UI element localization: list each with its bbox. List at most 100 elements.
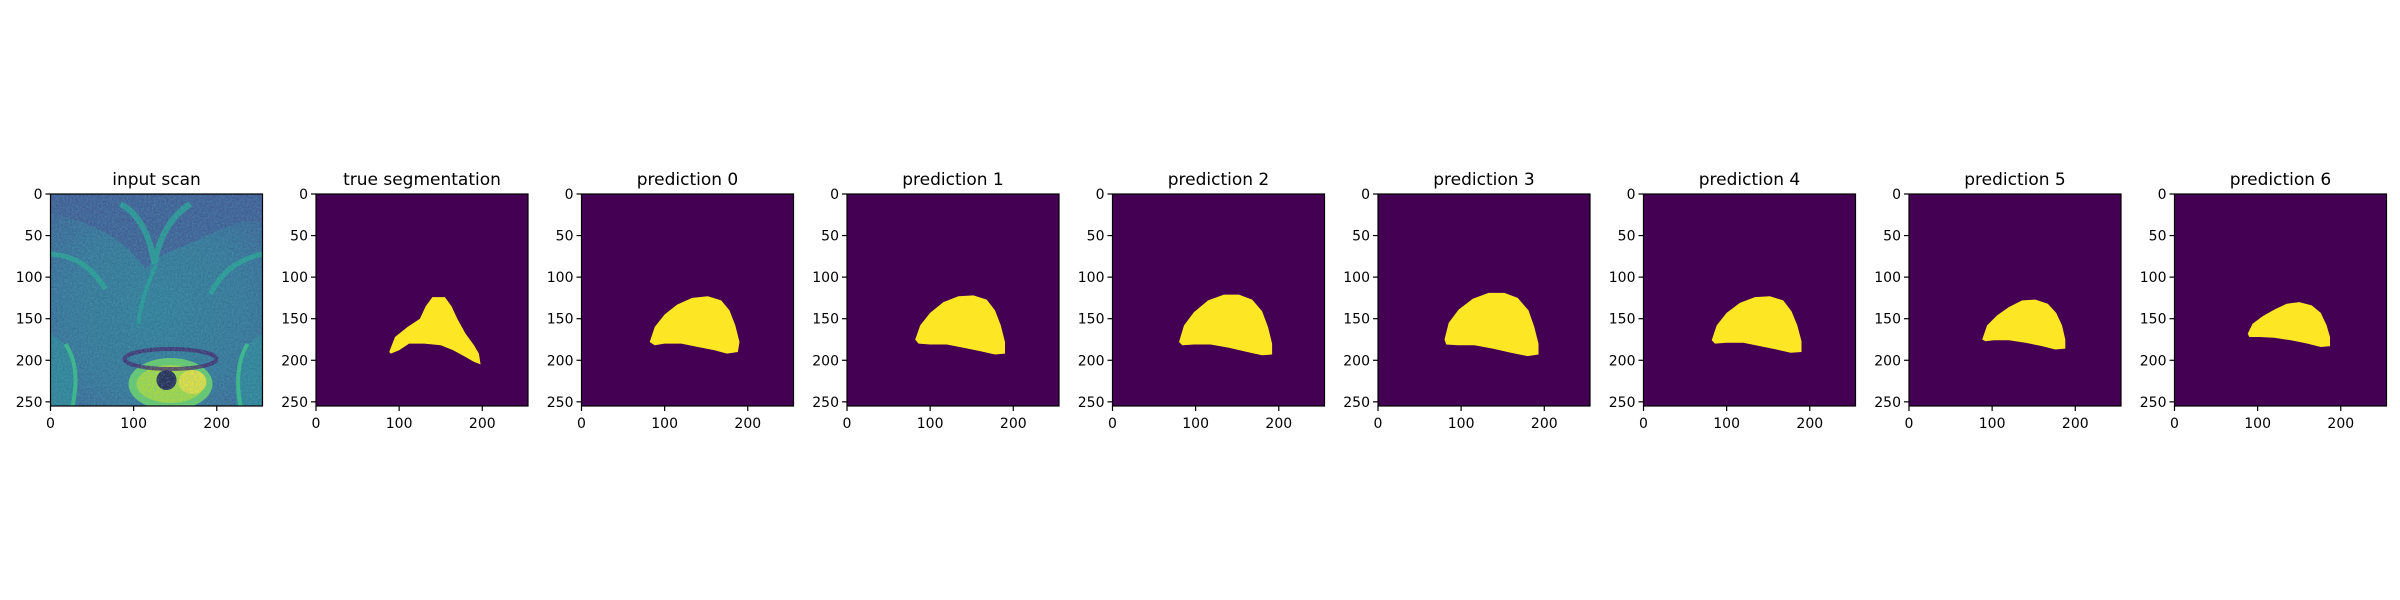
y-tick-label: 200 — [1343, 353, 1370, 369]
panel-title: true segmentation — [343, 170, 501, 190]
x-tick-label: 100 — [120, 416, 147, 432]
x-tick-label: 200 — [1796, 416, 1823, 432]
y-tick-label: 100 — [1078, 270, 1105, 286]
y-tick-label: 50 — [1087, 229, 1105, 245]
segmentation-mask — [1982, 299, 2066, 350]
y-tick-label: 150 — [1874, 312, 1901, 328]
y-tick-label: 50 — [1352, 229, 1370, 245]
panel-6: prediction 4 0 100 200 0 50 100 150 200 250 — [1609, 170, 1857, 432]
mask-background — [316, 194, 528, 406]
x-tick-label: 200 — [2062, 416, 2089, 432]
y-tick-label: 200 — [16, 353, 43, 369]
panel-title: prediction 0 — [637, 170, 739, 190]
y-tick-label: 250 — [281, 395, 308, 411]
panel-4: prediction 2 0 100 200 0 50 100 150 200 250 — [1078, 170, 1326, 432]
y-tick-label: 0 — [1361, 187, 1370, 203]
axes-frame — [846, 193, 1060, 407]
x-tick-label: 100 — [1713, 416, 1740, 432]
y-tick-label: 100 — [2140, 270, 2167, 286]
y-tick-label: 200 — [812, 353, 839, 369]
x-tick-label: 200 — [469, 416, 496, 432]
y-tick-label: 50 — [821, 229, 839, 245]
y-tick-label: 100 — [1343, 270, 1370, 286]
segmentation-mask — [649, 296, 740, 354]
y-tick-label: 150 — [281, 312, 308, 328]
y-tick-label: 100 — [1609, 270, 1636, 286]
y-tick-label: 250 — [1609, 395, 1636, 411]
x-tick-label: 200 — [2327, 416, 2354, 432]
x-tick-label: 100 — [2244, 416, 2271, 432]
y-tick-label: 250 — [1874, 395, 1901, 411]
segmentation-mask — [1711, 296, 1802, 353]
y-tick-label: 250 — [547, 395, 574, 411]
y-tick-label: 250 — [2140, 395, 2167, 411]
panel-title: input scan — [112, 170, 201, 190]
scan-image — [50, 194, 263, 406]
y-tick-label: 0 — [1892, 187, 1901, 203]
axes-frame — [1642, 193, 1857, 407]
panel-title: prediction 3 — [1433, 170, 1535, 190]
x-tick-label: 0 — [312, 416, 321, 432]
y-tick-label: 200 — [1609, 353, 1636, 369]
y-tick-label: 50 — [25, 229, 43, 245]
x-tick-label: 100 — [1182, 416, 1209, 432]
y-tick-label: 150 — [1343, 312, 1370, 328]
y-tick-label: 200 — [2140, 353, 2167, 369]
segmentation-mask — [915, 295, 1005, 355]
axes-frame — [315, 193, 529, 407]
y-tick-label: 50 — [2149, 229, 2167, 245]
panel-3: prediction 1 0 100 200 0 50 100 150 200 250 — [812, 170, 1060, 432]
segmentation-mask — [389, 297, 481, 365]
y-tick-label: 0 — [565, 187, 574, 203]
panel-title: prediction 2 — [1168, 170, 1270, 190]
x-tick-label: 200 — [1265, 416, 1292, 432]
x-tick-label: 100 — [917, 416, 944, 432]
x-tick-label: 0 — [2170, 416, 2179, 432]
x-tick-label: 100 — [1448, 416, 1475, 432]
panel-2: prediction 0 0 100 200 0 50 100 150 200 250 — [547, 170, 795, 432]
y-tick-label: 150 — [16, 312, 43, 328]
x-tick-label: 0 — [843, 416, 852, 432]
y-tick-label: 150 — [547, 312, 574, 328]
y-tick-label: 0 — [34, 187, 43, 203]
axes-frame — [1908, 193, 2122, 407]
y-tick-label: 150 — [812, 312, 839, 328]
axes-frame — [2173, 193, 2388, 407]
y-tick-label: 250 — [812, 395, 839, 411]
y-tick-label: 100 — [16, 270, 43, 286]
x-tick-label: 100 — [1979, 416, 2006, 432]
panel-8: prediction 6 0 100 200 0 50 100 150 200 250 — [2140, 170, 2388, 432]
mask-background — [2174, 194, 2387, 406]
panel-0: input scan 0 100 200 0 50 100 150 200 250 — [16, 170, 264, 432]
segmentation-mask — [1179, 294, 1273, 356]
x-tick-label: 200 — [1531, 416, 1558, 432]
y-tick-label: 200 — [547, 353, 574, 369]
y-tick-label: 250 — [1078, 395, 1105, 411]
y-tick-label: 150 — [1609, 312, 1636, 328]
x-tick-label: 0 — [46, 416, 55, 432]
x-tick-label: 100 — [386, 416, 413, 432]
x-tick-label: 0 — [1374, 416, 1383, 432]
y-tick-label: 50 — [1883, 229, 1901, 245]
panel-7: prediction 5 0 100 200 0 50 100 150 200 250 — [1874, 170, 2122, 432]
y-tick-label: 50 — [1618, 229, 1636, 245]
axes-frame — [1377, 193, 1591, 407]
panel-title: prediction 6 — [2230, 170, 2332, 190]
panel-1: true segmentation 0 100 200 0 50 100 150 200 250 — [281, 170, 529, 432]
axes-frame — [580, 193, 795, 407]
panel-title: prediction 1 — [902, 170, 1004, 190]
y-tick-label: 100 — [812, 270, 839, 286]
x-tick-label: 0 — [1639, 416, 1648, 432]
y-tick-label: 200 — [281, 353, 308, 369]
x-tick-label: 100 — [651, 416, 678, 432]
y-tick-label: 250 — [16, 395, 43, 411]
x-tick-label: 0 — [577, 416, 586, 432]
y-tick-label: 100 — [1874, 270, 1901, 286]
x-tick-label: 0 — [1108, 416, 1117, 432]
y-tick-label: 50 — [290, 229, 308, 245]
axes-frame — [49, 193, 264, 407]
y-tick-label: 100 — [281, 270, 308, 286]
x-tick-label: 200 — [734, 416, 761, 432]
y-tick-label: 50 — [556, 229, 574, 245]
mask-background — [1909, 194, 2121, 406]
